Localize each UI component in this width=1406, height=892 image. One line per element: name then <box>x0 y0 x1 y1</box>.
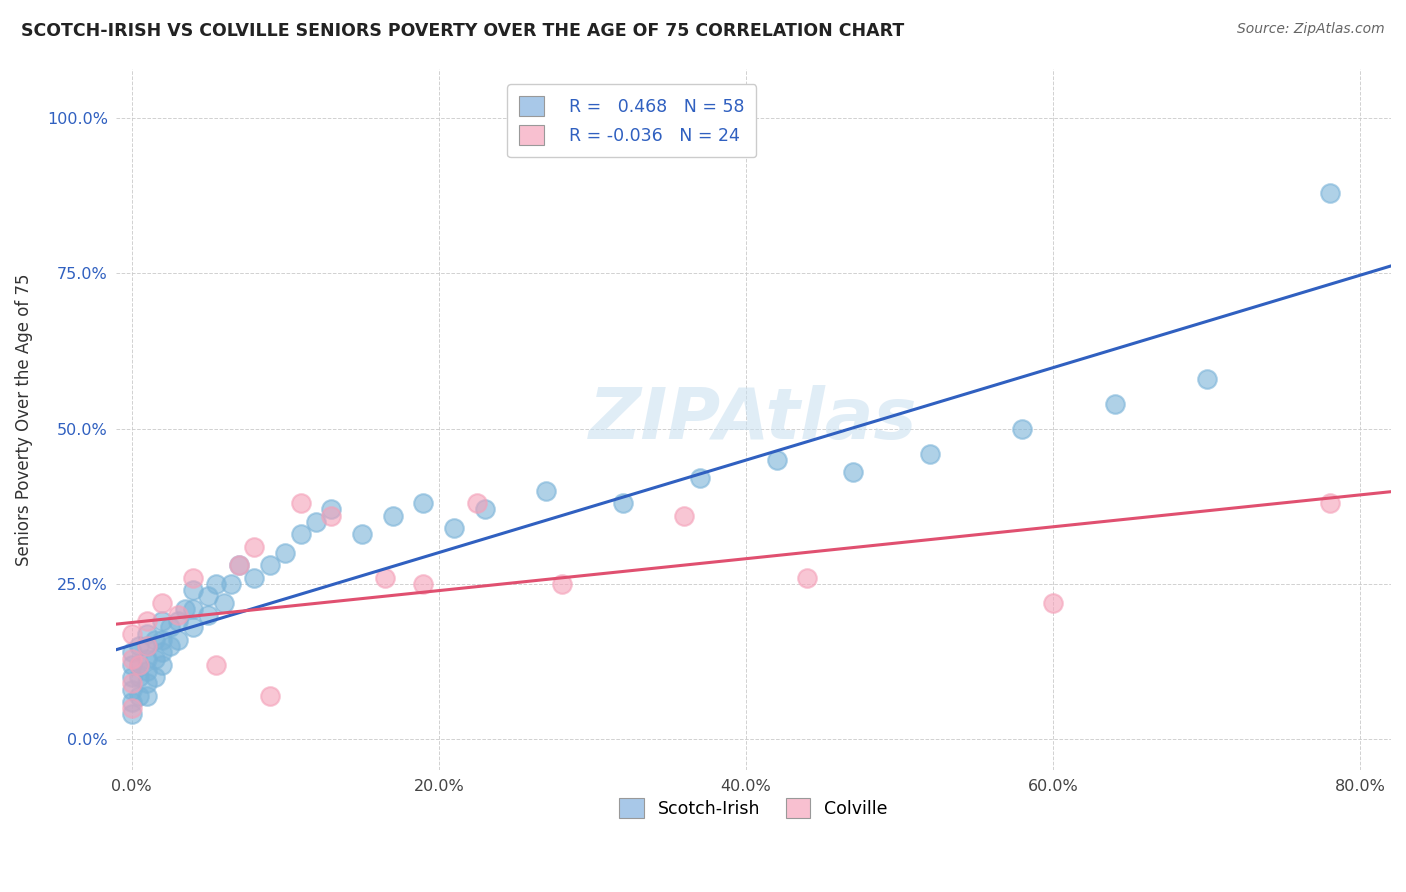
Point <box>465 496 488 510</box>
Point <box>166 615 188 629</box>
Point <box>181 620 204 634</box>
Point <box>243 540 266 554</box>
Point <box>159 620 181 634</box>
Point <box>121 695 143 709</box>
Point <box>159 639 181 653</box>
Point <box>920 447 942 461</box>
Point <box>350 527 373 541</box>
Point <box>166 632 188 647</box>
Point <box>166 608 188 623</box>
Point <box>796 571 818 585</box>
Point <box>212 596 235 610</box>
Point <box>243 571 266 585</box>
Point <box>136 676 159 690</box>
Point <box>305 515 328 529</box>
Point <box>443 521 465 535</box>
Point <box>174 602 197 616</box>
Point <box>121 707 143 722</box>
Point <box>321 502 343 516</box>
Point <box>228 558 250 573</box>
Point <box>181 583 204 598</box>
Point <box>150 615 173 629</box>
Point <box>1319 186 1341 200</box>
Point <box>1011 422 1033 436</box>
Point <box>181 571 204 585</box>
Point <box>673 508 696 523</box>
Point <box>536 483 558 498</box>
Point <box>150 645 173 659</box>
Point <box>205 577 228 591</box>
Point <box>412 496 434 510</box>
Point <box>290 527 312 541</box>
Point <box>128 670 150 684</box>
Point <box>1104 397 1126 411</box>
Point <box>612 496 634 510</box>
Point <box>128 689 150 703</box>
Point <box>150 657 173 672</box>
Legend: Scotch-Irish, Colville: Scotch-Irish, Colville <box>613 791 894 825</box>
Point <box>228 558 250 573</box>
Point <box>181 602 204 616</box>
Point <box>121 701 143 715</box>
Point <box>128 657 150 672</box>
Point <box>321 508 343 523</box>
Point <box>121 670 143 684</box>
Point <box>136 615 159 629</box>
Point <box>121 645 143 659</box>
Point <box>1042 596 1064 610</box>
Point <box>150 596 173 610</box>
Point <box>259 558 281 573</box>
Point <box>205 657 228 672</box>
Point <box>136 639 159 653</box>
Point <box>143 632 166 647</box>
Point <box>381 508 404 523</box>
Point <box>121 682 143 697</box>
Point <box>290 496 312 510</box>
Point <box>221 577 243 591</box>
Point <box>197 590 219 604</box>
Point <box>274 546 297 560</box>
Point <box>412 577 434 591</box>
Point <box>1195 372 1218 386</box>
Point <box>842 465 865 479</box>
Point <box>143 651 166 665</box>
Text: SCOTCH-IRISH VS COLVILLE SENIORS POVERTY OVER THE AGE OF 75 CORRELATION CHART: SCOTCH-IRISH VS COLVILLE SENIORS POVERTY… <box>21 22 904 40</box>
Point <box>374 571 396 585</box>
Point <box>128 639 150 653</box>
Point <box>136 689 159 703</box>
Point <box>197 608 219 623</box>
Text: Source: ZipAtlas.com: Source: ZipAtlas.com <box>1237 22 1385 37</box>
Point <box>121 676 143 690</box>
Point <box>689 471 711 485</box>
Point <box>1319 496 1341 510</box>
Text: ZIPAtlas: ZIPAtlas <box>589 385 918 454</box>
Point <box>128 657 150 672</box>
Point <box>121 626 143 640</box>
Point <box>136 626 159 640</box>
Point <box>765 452 787 467</box>
Point <box>143 670 166 684</box>
Point <box>136 651 159 665</box>
Y-axis label: Seniors Poverty Over the Age of 75: Seniors Poverty Over the Age of 75 <box>15 273 32 566</box>
Point <box>550 577 572 591</box>
Point <box>136 664 159 678</box>
Point <box>136 639 159 653</box>
Point <box>150 632 173 647</box>
Point <box>121 651 143 665</box>
Point <box>259 689 281 703</box>
Point <box>121 657 143 672</box>
Point <box>474 502 496 516</box>
